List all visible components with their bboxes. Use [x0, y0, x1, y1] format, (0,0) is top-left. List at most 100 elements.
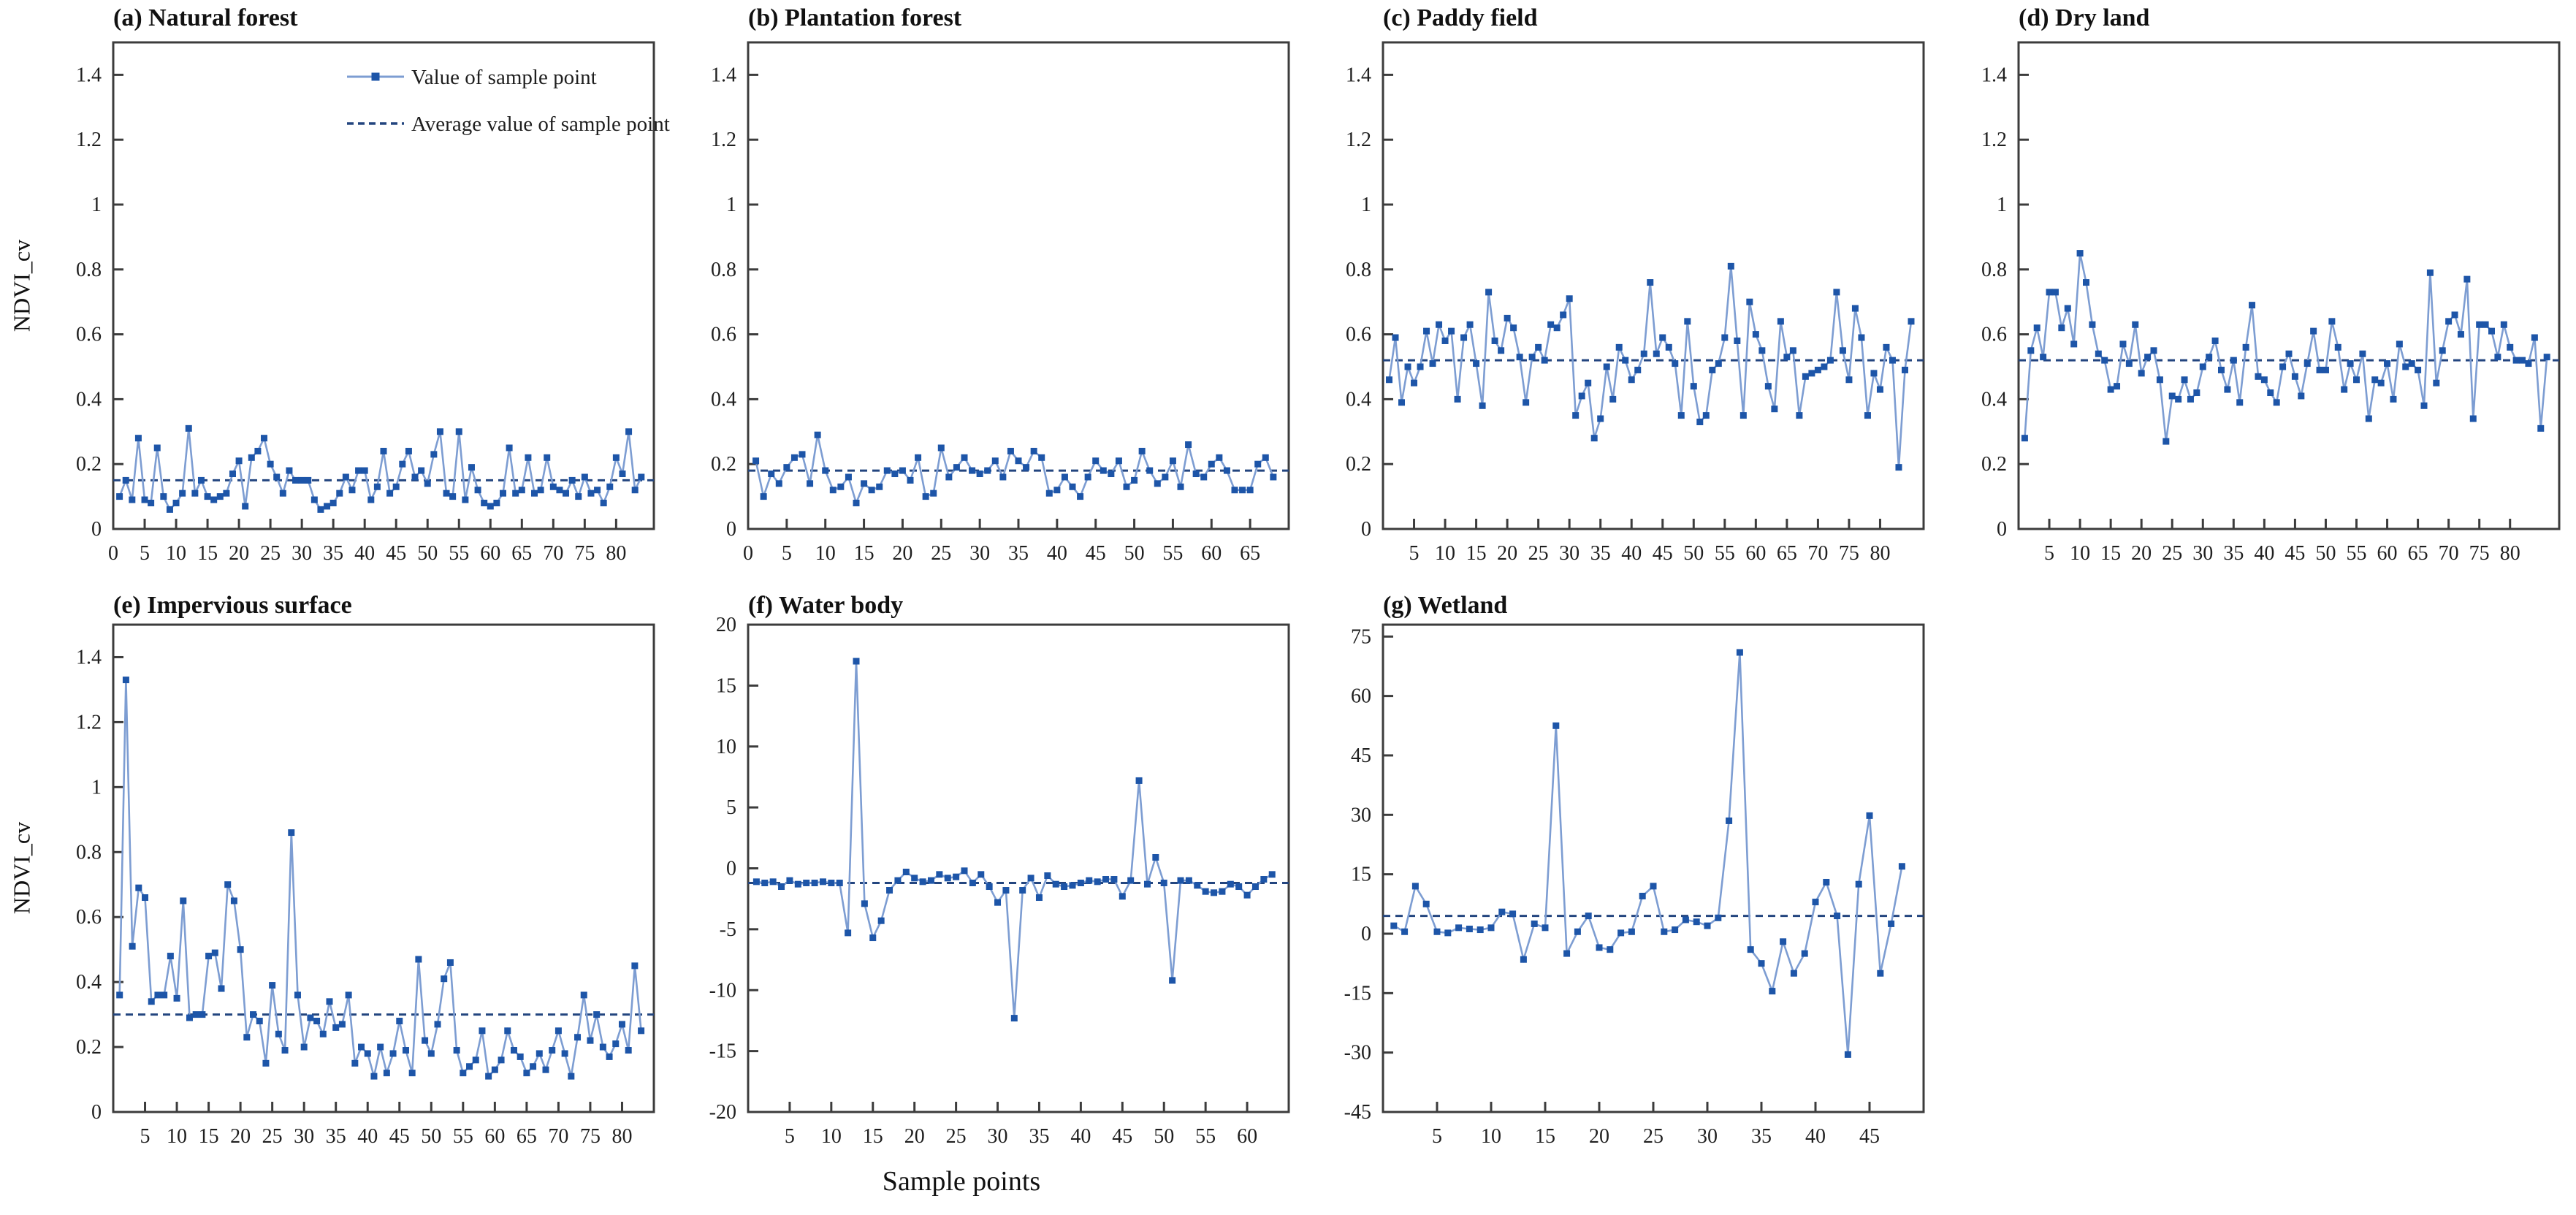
sample-point-marker — [1092, 457, 1100, 465]
sample-point-marker — [1243, 891, 1251, 899]
sample-point-marker — [1476, 926, 1484, 934]
sample-point-marker — [1239, 487, 1246, 494]
x-tick-label: 65 — [517, 1125, 537, 1148]
x-tick-label: 35 — [326, 1125, 346, 1148]
x-tick-label: 50 — [1154, 1125, 1174, 1148]
sample-point-marker — [1423, 327, 1430, 335]
sample-point-marker — [1401, 928, 1409, 935]
sample-point-marker — [250, 1011, 257, 1018]
sample-point-marker — [1069, 483, 1076, 490]
sample-point-marker — [2482, 321, 2489, 328]
sample-point-marker — [1563, 950, 1571, 957]
y-tick-label: 0 — [726, 518, 736, 541]
sample-point-marker — [2101, 357, 2108, 364]
sample-point-marker — [326, 998, 333, 1005]
sample-point-marker — [907, 476, 914, 484]
sample-point-marker — [2408, 360, 2415, 367]
sample-point-marker — [1268, 871, 1276, 878]
plot-box — [747, 41, 1290, 530]
sample-point-marker — [927, 877, 934, 884]
sample-point-marker — [1454, 395, 1461, 403]
x-tick-label: 45 — [386, 542, 406, 565]
sample-point-marker — [1466, 925, 1473, 932]
x-tick-label: 45 — [2285, 542, 2305, 565]
sample-point-marker — [883, 467, 891, 474]
sample-point-marker — [619, 471, 626, 478]
sample-point-marker — [216, 493, 224, 500]
sample-point-marker — [396, 1017, 403, 1024]
y-tick-label: 30 — [1351, 804, 1371, 826]
x-tick-label: 35 — [1029, 1125, 1049, 1148]
y-tick-label: 0.6 — [76, 906, 102, 929]
sample-point-marker — [1597, 415, 1604, 422]
sample-point-marker — [402, 1047, 409, 1054]
sample-point-marker — [1870, 370, 1878, 377]
sample-point-marker — [373, 483, 381, 490]
sample-point-marker — [1002, 887, 1010, 894]
sample-point-marker — [976, 471, 983, 478]
sample-point-marker — [2187, 395, 2194, 403]
sample-point-marker — [210, 496, 218, 503]
sample-point-marker — [1223, 467, 1230, 474]
sample-point-marker — [411, 473, 419, 481]
sample-point-marker — [1821, 363, 1828, 370]
y-tick-label: 1 — [91, 776, 102, 799]
sample-point-marker — [568, 1073, 575, 1080]
sample-point-marker — [1653, 350, 1660, 357]
sample-point-marker — [141, 496, 148, 503]
sample-point-marker — [837, 483, 845, 490]
y-tick-label: -30 — [1344, 1042, 1371, 1064]
sample-point-marker — [1146, 467, 1154, 474]
sample-point-marker — [530, 1063, 537, 1070]
y-tick-label: 0.2 — [76, 453, 102, 476]
sample-point-marker — [186, 1014, 193, 1021]
legend-series-label: Value of sample point — [411, 66, 597, 89]
sample-point-marker — [1027, 875, 1034, 882]
sample-point-marker — [2396, 340, 2403, 348]
sample-point-marker — [911, 875, 918, 882]
sample-point-marker — [2193, 389, 2200, 397]
x-tick-label: 55 — [1162, 542, 1183, 565]
sample-point-marker — [242, 503, 249, 510]
x-tick-label: 70 — [2439, 542, 2459, 565]
sample-point-marker — [828, 880, 835, 887]
x-tick-label: 30 — [291, 542, 312, 565]
sample-point-marker — [525, 454, 532, 461]
y-tick-label: -5 — [720, 918, 736, 941]
sample-point-marker — [2371, 376, 2379, 384]
y-tick-label: 0.8 — [1346, 259, 1371, 281]
sample-point-marker — [1260, 876, 1268, 883]
sample-point-marker — [1609, 395, 1617, 403]
sample-point-marker — [1143, 880, 1151, 888]
sample-point-marker — [984, 467, 991, 474]
x-tick-label: 15 — [1466, 542, 1487, 565]
x-tick-label: 10 — [2070, 542, 2090, 565]
y-tick-label: 0.2 — [76, 1036, 102, 1059]
y-tick-label: -15 — [709, 1040, 736, 1063]
sample-point-marker — [2476, 321, 2483, 328]
sample-point-marker — [1262, 454, 1269, 461]
sample-point-marker — [1216, 454, 1223, 461]
sample-point-marker — [2162, 438, 2170, 445]
sample-point-marker — [752, 878, 760, 885]
sample-point-marker — [1138, 447, 1146, 454]
sample-point-marker — [1194, 882, 1201, 889]
sample-point-marker — [218, 985, 225, 992]
y-tick-label: -15 — [1344, 982, 1371, 1005]
sample-point-marker — [1473, 360, 1480, 367]
sample-point-marker — [2341, 386, 2348, 393]
sample-point-marker — [487, 503, 494, 510]
y-tick-label: -45 — [1344, 1101, 1371, 1124]
sample-point-marker — [317, 506, 324, 513]
sample-point-marker — [348, 487, 356, 494]
sample-point-marker — [536, 1050, 543, 1057]
sample-point-marker — [1607, 946, 1614, 953]
sample-point-marker — [1485, 289, 1493, 296]
sample-point-marker — [2083, 279, 2089, 286]
y-tick-label: 0 — [1361, 518, 1371, 541]
sample-point-marker — [129, 942, 136, 950]
sample-point-marker — [1498, 908, 1506, 915]
sample-point-marker — [1739, 412, 1747, 419]
sample-point-marker — [455, 428, 462, 435]
sample-point-marker — [969, 880, 976, 887]
